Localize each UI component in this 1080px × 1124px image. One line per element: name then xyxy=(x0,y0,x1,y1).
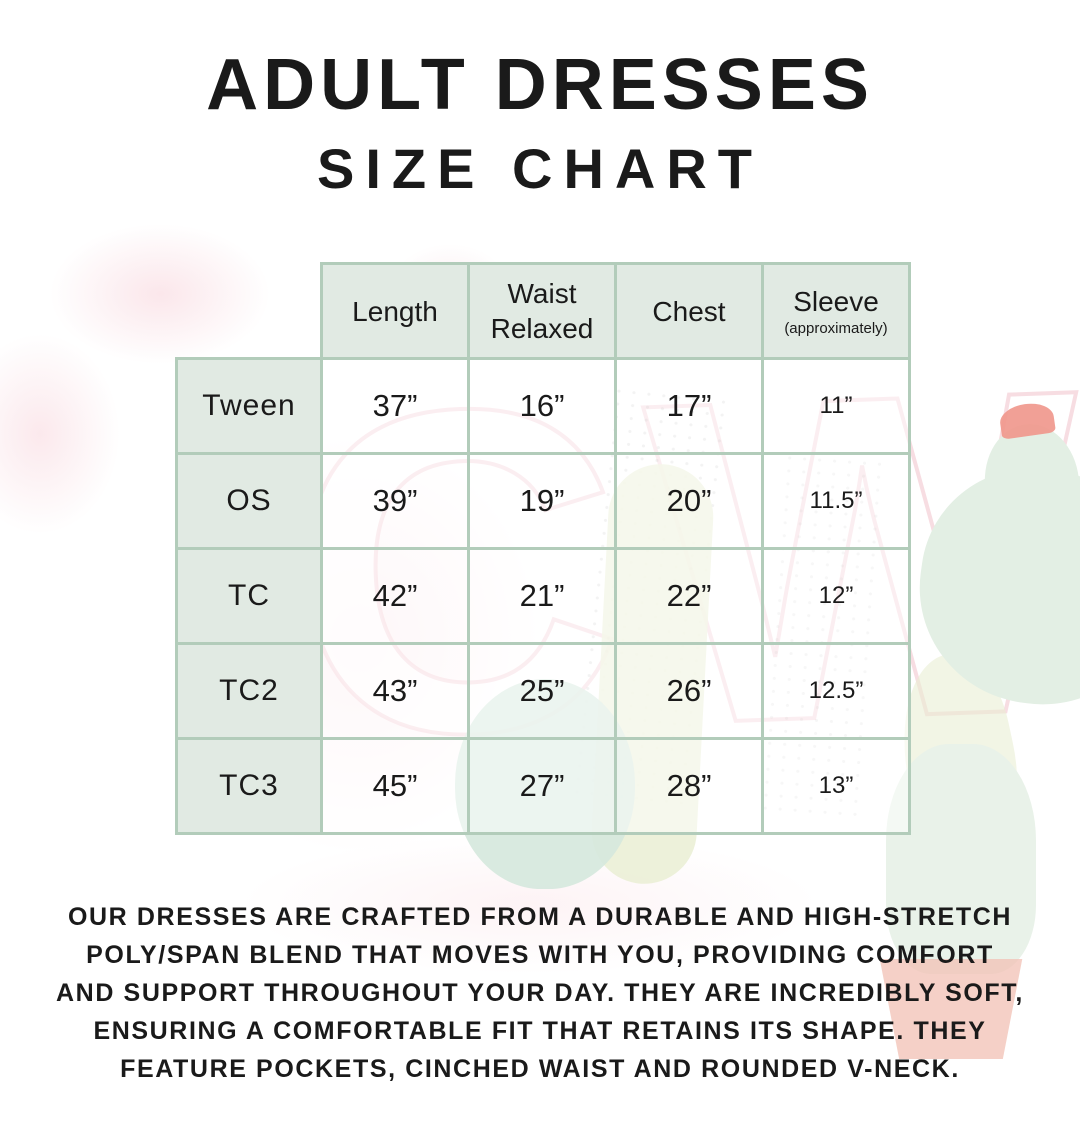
description-line: POLY/SPAN BLEND THAT MOVES WITH YOU, PRO… xyxy=(86,941,994,969)
header-note: (approximately) xyxy=(784,319,888,337)
row-label-tc: TC xyxy=(175,547,323,645)
value-cell: 45” xyxy=(320,737,470,835)
value-cell: 13” xyxy=(761,737,911,835)
description-line: AND SUPPORT THROUGHOUT YOUR DAY. THEY AR… xyxy=(56,979,1024,1007)
header-label: Length xyxy=(352,295,438,327)
corner-cell xyxy=(177,264,322,359)
value-cell: 28” xyxy=(614,737,764,835)
header-cell-sleeve: Sleeve (approximately) xyxy=(761,262,911,360)
value-cell: 19” xyxy=(467,452,617,550)
value-cell: 11” xyxy=(761,357,911,455)
value-cell: 25” xyxy=(467,642,617,740)
value-cell: 43” xyxy=(320,642,470,740)
value-cell: 27” xyxy=(467,737,617,835)
header-row: Length Waist Relaxed Chest Sleeve (appro… xyxy=(177,262,911,360)
value-cell: 12” xyxy=(761,547,911,645)
flower-illustration xyxy=(1005,639,1080,769)
value-cell: 22” xyxy=(614,547,764,645)
value-cell: 39” xyxy=(320,452,470,550)
header-label: Waist Relaxed xyxy=(490,278,594,344)
value-cell: 12.5” xyxy=(761,642,911,740)
header-cell-waist-relaxed: Waist Relaxed xyxy=(467,262,617,360)
value-cell: 16” xyxy=(467,357,617,455)
title-block: ADULT DRESSES SIZE CHART xyxy=(0,44,1080,201)
table-row: OS 39” 19” 20” 11.5” xyxy=(175,452,911,550)
product-description: OUR DRESSES ARE CRAFTED FROM A DURABLE A… xyxy=(20,898,1060,1088)
table-row: Tween 37” 16” 17” 11” xyxy=(175,357,911,455)
header-label: Chest xyxy=(652,295,726,327)
description-line: ENSURING A COMFORTABLE FIT THAT RETAINS … xyxy=(93,1017,987,1045)
cactus-flower-icon xyxy=(998,400,1056,440)
value-cell: 20” xyxy=(614,452,764,550)
cactus-illustration xyxy=(979,419,1080,547)
row-label-tc2: TC2 xyxy=(175,642,323,740)
header-label: Sleeve xyxy=(793,285,879,317)
header-cell-length: Length xyxy=(320,262,470,360)
table-row: TC2 43” 25” 26” 12.5” xyxy=(175,642,911,740)
page-title: ADULT DRESSES xyxy=(206,45,874,125)
cactus-illustration xyxy=(904,453,1080,720)
value-cell: 42” xyxy=(320,547,470,645)
value-cell: 26” xyxy=(614,642,764,740)
value-cell: 11.5” xyxy=(761,452,911,550)
row-label-tc3: TC3 xyxy=(175,737,323,835)
table-row: TC3 45” 27” 28” 13” xyxy=(175,737,911,835)
description-line: OUR DRESSES ARE CRAFTED FROM A DURABLE A… xyxy=(67,903,1013,931)
size-chart-table: Length Waist Relaxed Chest Sleeve (appro… xyxy=(175,262,911,835)
table-row: TC 42” 21” 22” 12” xyxy=(175,547,911,645)
row-label-tween: Tween xyxy=(175,357,323,455)
page-subtitle: SIZE CHART xyxy=(317,137,763,200)
header-cell-chest: Chest xyxy=(614,262,764,360)
description-line: FEATURE POCKETS, CINCHED WAIST AND ROUND… xyxy=(120,1055,960,1083)
watercolor-splotch xyxy=(0,334,120,534)
value-cell: 17” xyxy=(614,357,764,455)
value-cell: 37” xyxy=(320,357,470,455)
row-label-os: OS xyxy=(175,452,323,550)
value-cell: 21” xyxy=(467,547,617,645)
